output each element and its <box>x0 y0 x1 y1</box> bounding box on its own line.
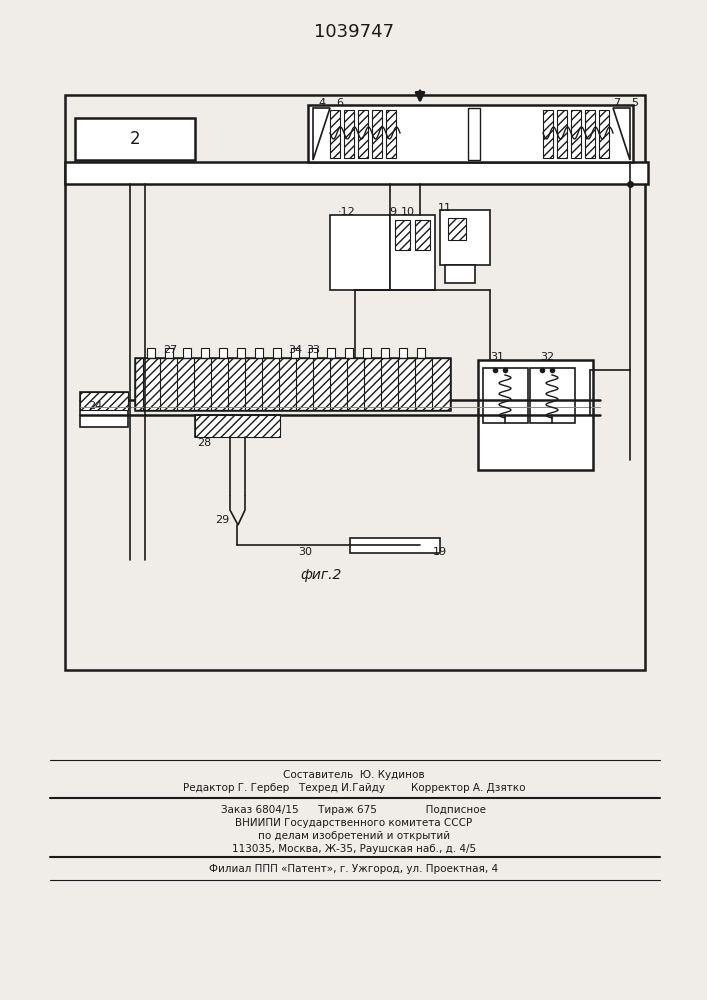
Text: 33: 33 <box>306 345 320 355</box>
Bar <box>327 348 335 358</box>
Bar <box>557 110 567 158</box>
Bar <box>599 110 609 158</box>
Bar <box>330 110 340 158</box>
Text: 113035, Москва, Ж-35, Раушская наб., д. 4/5: 113035, Москва, Ж-35, Раушская наб., д. … <box>232 844 476 854</box>
Bar <box>344 110 354 158</box>
Bar <box>65 95 645 670</box>
Bar <box>135 358 450 410</box>
Bar <box>135 358 450 410</box>
Bar <box>330 215 390 290</box>
Bar <box>571 110 581 158</box>
Bar <box>80 392 128 410</box>
Text: 34: 34 <box>288 345 302 355</box>
Text: 5: 5 <box>631 98 638 108</box>
Bar <box>358 110 368 158</box>
Bar <box>440 210 490 265</box>
Polygon shape <box>613 108 630 160</box>
Bar <box>530 368 575 423</box>
Bar <box>372 110 382 158</box>
Text: 9: 9 <box>390 207 397 217</box>
Text: 7: 7 <box>614 98 621 108</box>
Bar <box>417 348 425 358</box>
Bar <box>350 538 440 553</box>
Bar <box>237 348 245 358</box>
Bar <box>183 348 191 358</box>
Bar <box>273 348 281 358</box>
Text: Филиал ППП «Патент», г. Ужгород, ул. Проектная, 4: Филиал ППП «Патент», г. Ужгород, ул. Про… <box>209 864 498 874</box>
Text: ВНИИПИ Государственного комитета СССР: ВНИИПИ Государственного комитета СССР <box>235 818 472 828</box>
Text: 32: 32 <box>540 352 554 362</box>
Bar <box>363 348 371 358</box>
Text: 11: 11 <box>438 203 452 213</box>
Polygon shape <box>313 108 330 160</box>
Bar <box>399 348 407 358</box>
Bar <box>165 348 173 358</box>
Bar <box>219 348 227 358</box>
Bar <box>195 415 280 437</box>
Bar <box>345 348 353 358</box>
Bar <box>195 415 280 437</box>
Bar <box>386 110 396 158</box>
Bar <box>308 105 633 162</box>
Bar <box>147 348 155 358</box>
Bar <box>468 108 480 160</box>
Text: 2: 2 <box>129 130 140 148</box>
Text: 27: 27 <box>163 345 177 355</box>
Text: Редактор Г. Гербер   Техред И.Гайду        Корректор А. Дзятко: Редактор Г. Гербер Техред И.Гайду Коррек… <box>182 783 525 793</box>
Bar <box>448 218 466 240</box>
Text: 6: 6 <box>337 98 344 108</box>
Text: 30: 30 <box>298 547 312 557</box>
Text: 24: 24 <box>88 401 103 411</box>
Text: 29: 29 <box>215 515 229 525</box>
Bar <box>395 220 410 250</box>
Bar <box>390 215 435 290</box>
Text: 19: 19 <box>433 547 447 557</box>
Text: 28: 28 <box>197 438 211 448</box>
Text: фиг.2: фиг.2 <box>300 568 341 582</box>
Bar <box>415 220 430 250</box>
Bar <box>291 348 299 358</box>
Bar <box>445 265 475 283</box>
Bar <box>255 348 263 358</box>
Bar <box>381 348 389 358</box>
Bar <box>309 348 317 358</box>
Bar <box>201 348 209 358</box>
Text: Заказ 6804/15      Тираж 675               Подписное: Заказ 6804/15 Тираж 675 Подписное <box>221 805 486 815</box>
Text: 1039747: 1039747 <box>314 23 394 41</box>
Bar <box>483 368 528 423</box>
Text: ·12: ·12 <box>338 207 356 217</box>
Text: 10: 10 <box>401 207 415 217</box>
Bar <box>543 110 553 158</box>
Text: 4: 4 <box>318 98 325 108</box>
Bar <box>65 162 648 184</box>
Bar <box>585 110 595 158</box>
Text: Составитель  Ю. Кудинов: Составитель Ю. Кудинов <box>284 770 425 780</box>
Bar <box>75 118 195 160</box>
Text: по делам изобретений и открытий: по делам изобретений и открытий <box>258 831 450 841</box>
Text: 31: 31 <box>490 352 504 362</box>
Bar <box>80 392 128 427</box>
Bar <box>478 360 593 470</box>
